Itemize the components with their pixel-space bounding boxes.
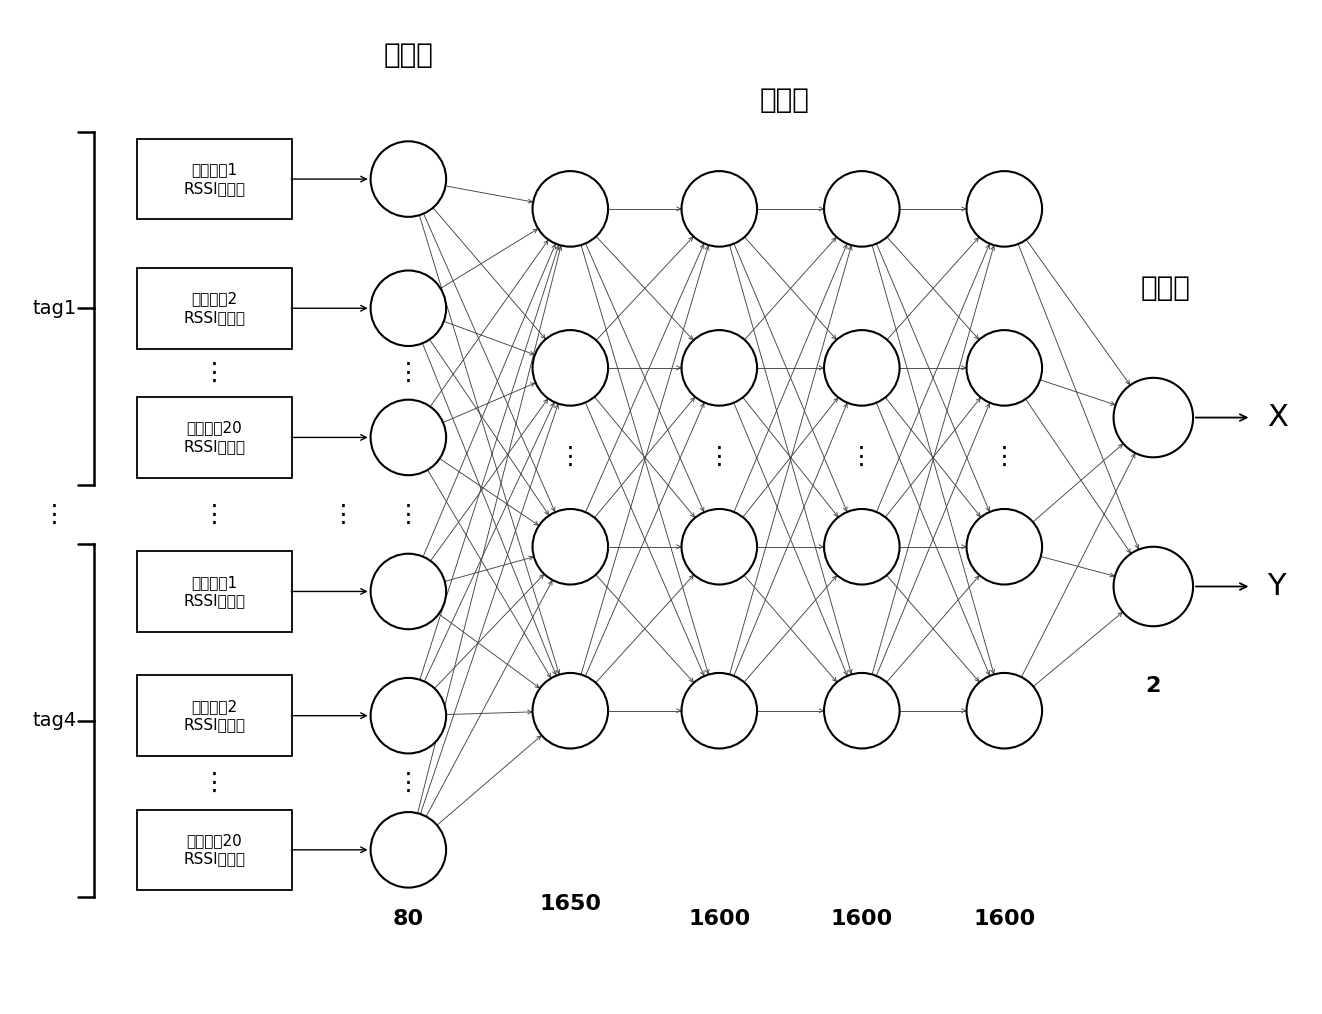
Circle shape [966, 509, 1042, 584]
Text: Y: Y [1266, 572, 1285, 601]
FancyBboxPatch shape [136, 139, 292, 219]
Circle shape [966, 331, 1042, 406]
Text: アンテナ20
RSSIデータ: アンテナ20 RSSIデータ [182, 421, 245, 454]
Text: ⋮: ⋮ [42, 503, 67, 526]
Circle shape [370, 141, 446, 217]
Text: ⋮: ⋮ [201, 503, 226, 526]
Text: 1600: 1600 [689, 910, 751, 930]
Circle shape [682, 171, 758, 246]
Circle shape [370, 400, 446, 476]
Text: 出力層: 出力層 [1141, 275, 1190, 302]
Text: 2: 2 [1146, 676, 1161, 696]
Text: ⋮: ⋮ [395, 503, 420, 526]
Circle shape [824, 673, 899, 748]
Circle shape [533, 331, 608, 406]
FancyBboxPatch shape [136, 397, 292, 478]
Text: 入力層: 入力層 [383, 41, 434, 69]
Circle shape [824, 331, 899, 406]
Text: ⋮: ⋮ [201, 361, 226, 385]
Text: X: X [1266, 404, 1288, 432]
Circle shape [1113, 547, 1192, 627]
Text: 1650: 1650 [539, 894, 602, 915]
Circle shape [682, 331, 758, 406]
FancyBboxPatch shape [136, 268, 292, 349]
Text: ⋮: ⋮ [558, 445, 583, 469]
Text: ⋮: ⋮ [992, 445, 1017, 469]
Text: 1600: 1600 [830, 910, 892, 930]
Circle shape [682, 509, 758, 584]
FancyBboxPatch shape [136, 552, 292, 632]
Text: 中間層: 中間層 [759, 85, 809, 114]
Text: アンテナ20
RSSIデータ: アンテナ20 RSSIデータ [182, 834, 245, 867]
Text: ⋮: ⋮ [395, 361, 420, 385]
Text: アンテナ2
RSSIデータ: アンテナ2 RSSIデータ [182, 291, 245, 325]
Text: tag1: tag1 [33, 299, 77, 317]
Text: 1600: 1600 [973, 910, 1035, 930]
Circle shape [966, 171, 1042, 246]
Circle shape [370, 812, 446, 887]
Text: アンテナ1
RSSIデータ: アンテナ1 RSSIデータ [182, 162, 245, 196]
Text: 80: 80 [393, 910, 424, 930]
Circle shape [1113, 378, 1192, 457]
Circle shape [533, 171, 608, 246]
Circle shape [966, 673, 1042, 748]
Text: ⋮: ⋮ [395, 771, 420, 795]
Circle shape [824, 509, 899, 584]
Circle shape [533, 509, 608, 584]
Text: tag4: tag4 [33, 711, 77, 730]
Text: アンテナ2
RSSIデータ: アンテナ2 RSSIデータ [182, 699, 245, 732]
Text: ⋮: ⋮ [330, 503, 356, 526]
Circle shape [370, 678, 446, 753]
Circle shape [370, 554, 446, 630]
FancyBboxPatch shape [136, 809, 292, 890]
Circle shape [533, 673, 608, 748]
Text: アンテナ1
RSSIデータ: アンテナ1 RSSIデータ [182, 575, 245, 608]
Text: ⋮: ⋮ [849, 445, 874, 469]
Text: ⋮: ⋮ [707, 445, 732, 469]
Text: ⋮: ⋮ [201, 771, 226, 795]
Circle shape [370, 271, 446, 346]
FancyBboxPatch shape [136, 675, 292, 755]
Circle shape [682, 673, 758, 748]
Circle shape [824, 171, 899, 246]
